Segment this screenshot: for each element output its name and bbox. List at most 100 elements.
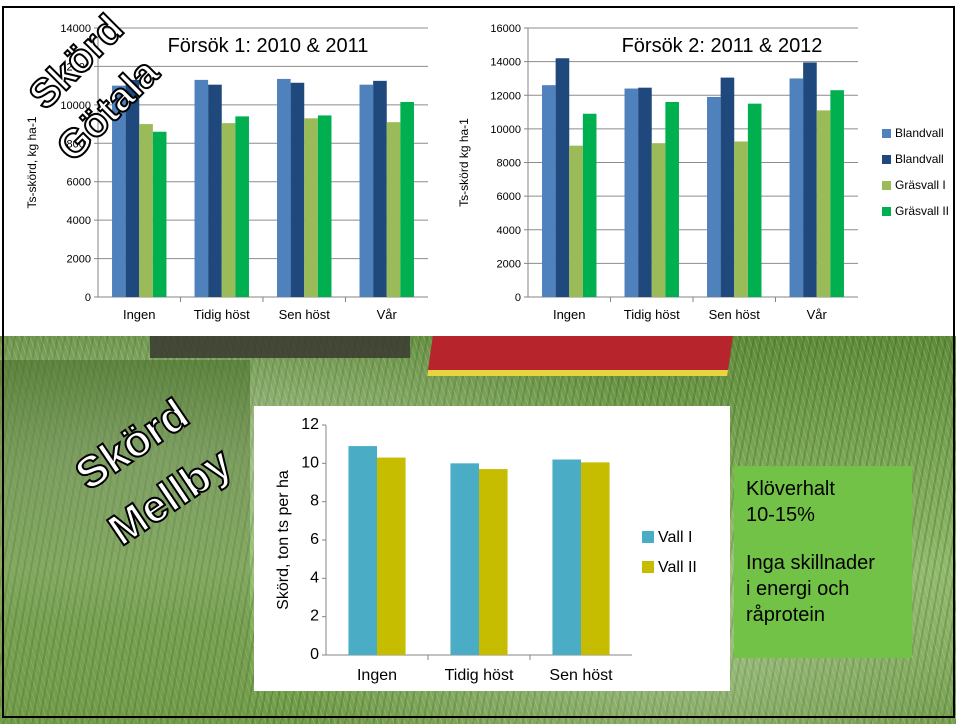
bar-1-3 <box>707 96 721 298</box>
bar-1-1 <box>348 446 377 655</box>
y-tick-label: 2 <box>310 608 319 625</box>
bar-3-3 <box>304 118 318 297</box>
y-tick-label: 10000 <box>60 100 91 112</box>
x-category-label: Ingen <box>357 667 397 684</box>
bar-2-4 <box>373 80 387 297</box>
chart-title: Försök 1: 2010 & 2011 <box>168 35 369 57</box>
info-line-skillnader: Inga skillnader <box>746 552 875 574</box>
bar-3-4 <box>386 122 401 298</box>
cut-grass-strip <box>0 360 250 724</box>
info-line-percent: 10-15% <box>746 504 815 526</box>
x-category-label: Sen höst <box>279 307 331 322</box>
bar-2-2 <box>479 469 508 655</box>
y-tick-label: 16000 <box>490 23 521 35</box>
x-category-label: Sen höst <box>709 307 761 322</box>
bar-2-1 <box>555 58 570 298</box>
bar-4-4 <box>830 90 844 297</box>
x-category-label: Ingen <box>553 307 586 322</box>
bar-4-4 <box>400 101 414 297</box>
y-tick-label: 2000 <box>67 254 91 266</box>
bar-4-1 <box>152 131 167 297</box>
legend-label-3: Gräsvall I <box>895 178 946 192</box>
legend-label-1: Vall I <box>658 529 692 546</box>
bar-1-3 <box>552 459 581 655</box>
bar-1-4 <box>789 78 804 297</box>
legend-swatch-2 <box>642 561 654 573</box>
chart-forsok1: 0 2000 4000 6000 8000 10000 12000 14000 Ingen Tid… <box>25 23 428 322</box>
chart-mellby: 0 2 4 6 8 10 12 Ingen Tidig höst Sen höst Skörd, t… <box>254 406 730 691</box>
y-tick-label: 0 <box>515 292 521 304</box>
bar-1-4 <box>359 84 374 297</box>
chart-title: Försök 2: 2011 & 2012 <box>622 35 823 57</box>
bar-3-1 <box>139 124 153 297</box>
legend-label-1: Blandvall <box>895 126 944 140</box>
bar-1-1 <box>112 85 126 298</box>
legend-label-2: Vall II <box>658 559 697 576</box>
y-tick-label: 10000 <box>490 124 521 136</box>
y-tick-label: 10 <box>301 454 319 471</box>
x-category-label: Vår <box>377 307 398 322</box>
legend-label-4: Gräsvall II <box>895 204 949 218</box>
legend-swatch-4 <box>882 207 891 216</box>
bar-3-4 <box>816 110 831 297</box>
bar-4-3 <box>317 115 332 297</box>
y-tick-label: 8 <box>310 493 319 510</box>
y-tick-label: 8000 <box>497 158 521 170</box>
y-tick-label: 14000 <box>60 23 91 35</box>
y-tick-label: 12 <box>301 416 319 433</box>
bar-4-2 <box>665 101 679 297</box>
bar-1-3 <box>277 78 291 298</box>
bar-4-2 <box>235 116 249 297</box>
bar-4-1 <box>582 113 597 298</box>
y-tick-label: 12000 <box>490 90 521 102</box>
bar-2-3 <box>290 82 305 297</box>
bar-1-1 <box>542 85 556 297</box>
bar-2-2 <box>638 87 652 297</box>
bar-3-3 <box>734 141 748 297</box>
x-category-label: Tidig höst <box>194 307 250 322</box>
y-tick-label: 6 <box>310 531 319 548</box>
bar-3-2 <box>651 143 666 297</box>
bar-2-4 <box>803 62 817 298</box>
bar-4-3 <box>747 103 762 297</box>
bar-1-2 <box>624 88 639 298</box>
tractor-shadow <box>150 336 410 358</box>
y-axis-title: Ts-skörd, kg ha-1 <box>25 116 39 208</box>
y-tick-label: 14000 <box>490 57 521 69</box>
bar-3-1 <box>569 145 583 297</box>
y-tick-label: 8000 <box>67 138 91 150</box>
y-axis-title: Skörd, ton ts per ha <box>275 470 292 610</box>
legend-swatch-2 <box>882 155 891 164</box>
legend-swatch-1 <box>642 531 654 543</box>
y-tick-label: 12000 <box>60 61 91 73</box>
bar-2-1 <box>377 457 406 655</box>
y-tick-label: 4000 <box>497 225 521 237</box>
x-category-label: Sen höst <box>549 667 613 684</box>
legend-label-2: Blandvall <box>895 152 944 166</box>
bar-2-3 <box>720 77 735 297</box>
bar-1-2 <box>194 79 209 297</box>
legend-swatch-1 <box>882 129 891 138</box>
info-line-klover: Klöverhalt <box>746 478 835 500</box>
y-axis-title: Ts-skörd kg ha-1 <box>457 118 471 207</box>
x-category-label: Tidig höst <box>624 307 680 322</box>
chart-forsok2: 0 2000 4000 6000 8000 10000 12000 14000 16000 Ing… <box>457 23 949 322</box>
x-category-label: Ingen <box>123 307 156 322</box>
bar-1-2 <box>450 463 479 655</box>
y-tick-label: 0 <box>85 292 91 304</box>
y-tick-label: 2000 <box>497 258 521 270</box>
info-line-energi: i energi och <box>746 578 850 600</box>
info-box: Klöverhalt 10-15% Inga skillnader i ener… <box>734 466 912 658</box>
bar-2-3 <box>581 462 610 655</box>
slide-frame <box>2 6 955 718</box>
x-category-label: Tidig höst <box>445 667 514 684</box>
bar-2-2 <box>208 84 222 297</box>
y-tick-label: 6000 <box>67 177 91 189</box>
y-tick-label: 4000 <box>67 215 91 227</box>
y-tick-label: 4 <box>310 569 319 586</box>
bar-2-1 <box>125 79 140 297</box>
info-line-raprotein: råprotein <box>746 604 825 626</box>
legend-swatch-3 <box>882 181 891 190</box>
x-category-label: Vår <box>807 307 828 322</box>
